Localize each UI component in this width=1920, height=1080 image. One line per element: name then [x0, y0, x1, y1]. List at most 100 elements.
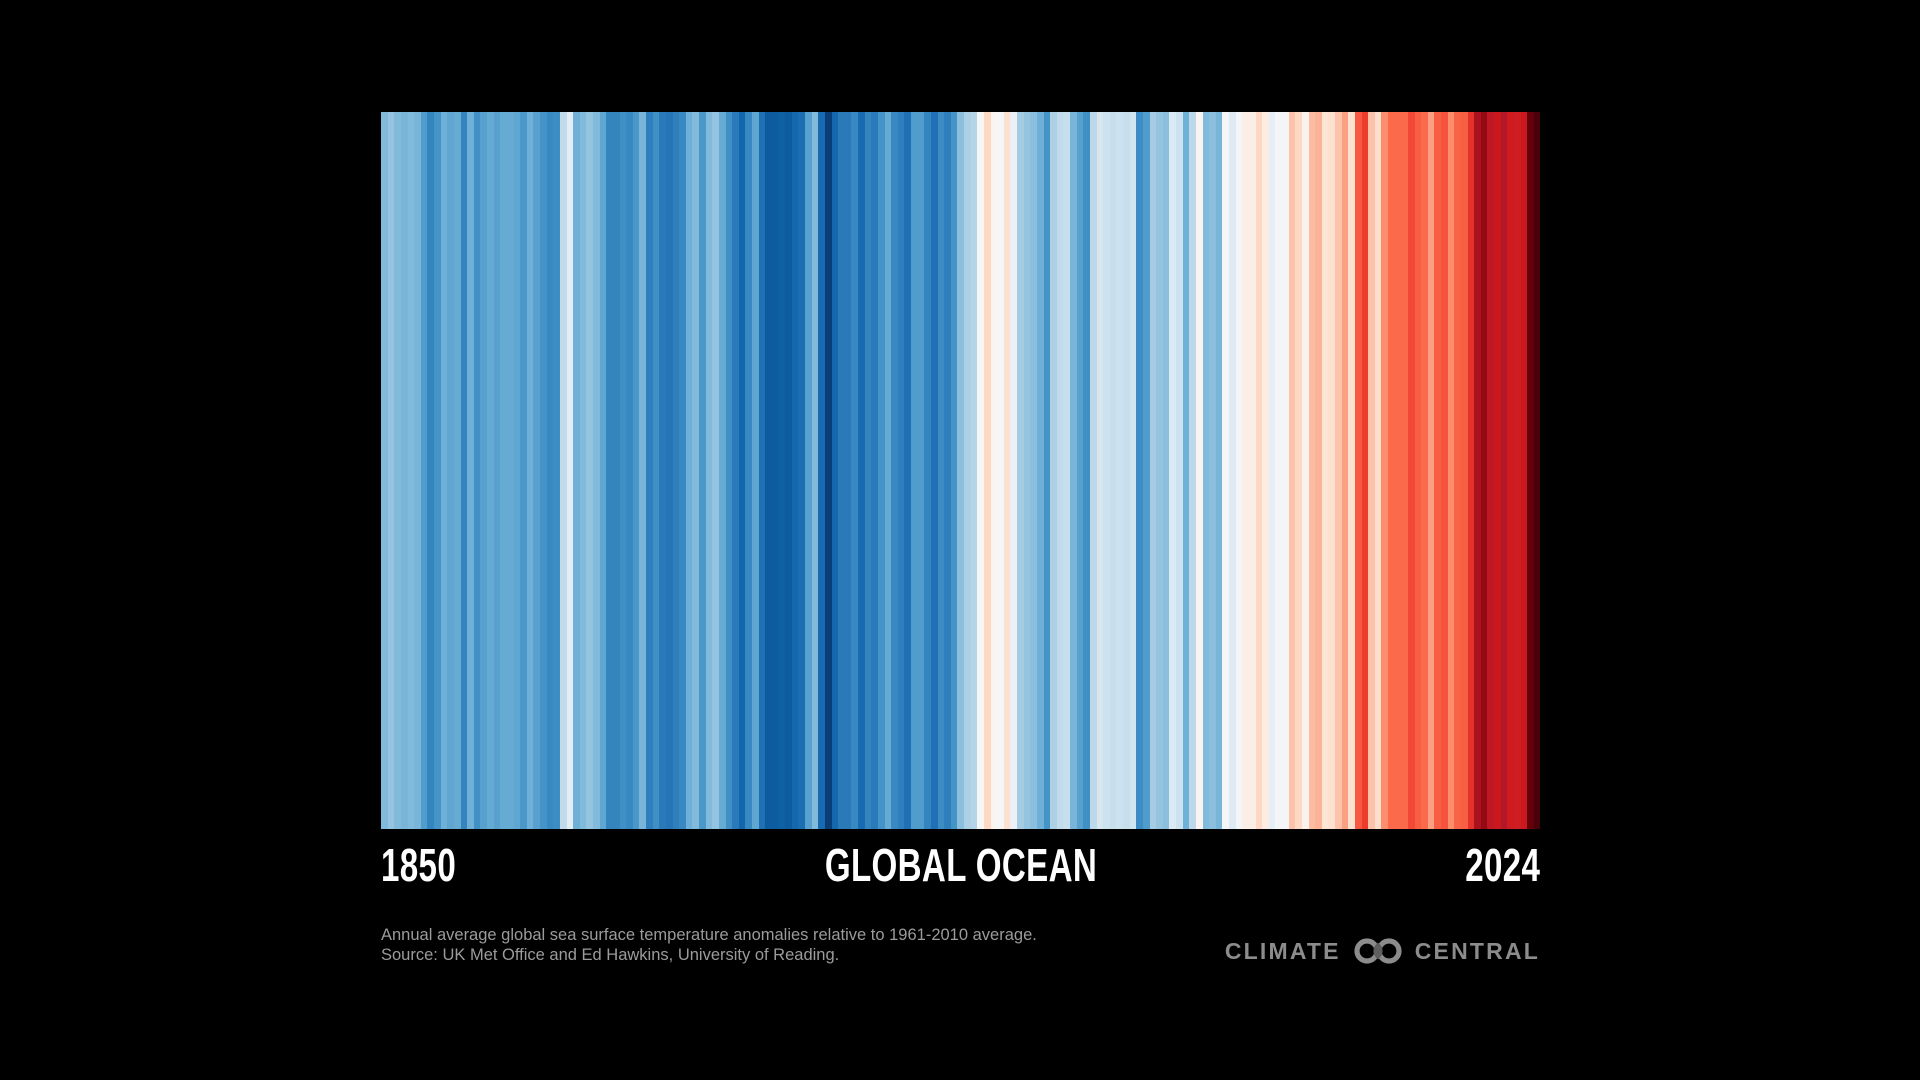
stripe-year-1897: [692, 112, 699, 829]
stripe-year-1993: [1328, 112, 1335, 829]
stripe-year-1859: [440, 112, 448, 829]
stripe-year-2020: [1507, 112, 1514, 829]
stripe-year-1882: [593, 112, 600, 829]
stripe-year-1853: [400, 112, 408, 829]
stripe-year-1913: [798, 112, 805, 829]
stripe-year-1925: [877, 112, 885, 829]
stripe-year-2012: [1454, 112, 1461, 829]
stripe-year-1905: [745, 112, 752, 829]
stripe-year-1923: [864, 112, 872, 829]
stripe-year-1892: [659, 112, 666, 829]
stripe-year-1984: [1268, 112, 1276, 829]
end-year-label: 2024: [1464, 839, 1540, 891]
stripe-year-1979: [1235, 112, 1243, 829]
stripe-year-2011: [1447, 112, 1455, 829]
stripe-year-1908: [765, 112, 772, 829]
stripe-year-1978: [1229, 112, 1236, 829]
stripe-year-1958: [1096, 112, 1104, 829]
stripe-year-1946: [1017, 112, 1024, 829]
stripe-year-1864: [473, 112, 481, 829]
caption-line-1: Annual average global sea surface temper…: [381, 926, 1037, 944]
stripe-year-1994: [1335, 112, 1342, 829]
stripe-year-2014: [1467, 112, 1475, 829]
stripe-year-1963: [1129, 112, 1137, 829]
stripe-year-1894: [672, 112, 680, 829]
stripe-year-1945: [1010, 112, 1017, 829]
stripe-year-1917: [824, 112, 832, 829]
stripe-year-2008: [1427, 112, 1435, 829]
stripe-year-1876: [553, 112, 560, 829]
stripe-year-1857: [427, 112, 434, 829]
stripe-year-2017: [1487, 112, 1494, 829]
stripe-year-1856: [420, 112, 428, 829]
stripe-year-1881: [586, 112, 593, 829]
stripe-year-2023: [1527, 112, 1534, 829]
stripe-year-1911: [785, 112, 792, 829]
stripe-year-1889: [639, 112, 646, 829]
stripe-year-1929: [904, 112, 911, 829]
stripe-year-2007: [1421, 112, 1428, 829]
stripe-year-1873: [533, 112, 540, 829]
stripe-year-1885: [612, 112, 620, 829]
caption-block: Annual average global sea surface temper…: [381, 925, 1037, 965]
poster-footer: Annual average global sea surface temper…: [381, 925, 1540, 985]
stripe-year-1935: [944, 112, 951, 829]
stripe-year-1969: [1169, 112, 1176, 829]
stripe-year-1992: [1321, 112, 1329, 829]
stripe-year-2018: [1494, 112, 1501, 829]
stripe-year-1916: [818, 112, 825, 829]
stripe-year-1941: [983, 112, 991, 829]
interlocking-circles-logo-icon: [1352, 938, 1404, 964]
stripe-year-2013: [1460, 112, 1468, 829]
stripe-year-1868: [500, 112, 507, 829]
stripe-year-1986: [1282, 112, 1289, 829]
stripe-year-1987: [1288, 112, 1296, 829]
stripe-year-1877: [559, 112, 567, 829]
stripe-year-1989: [1301, 112, 1309, 829]
stripe-year-1920: [844, 112, 852, 829]
stripe-year-1995: [1341, 112, 1349, 829]
stripe-year-2019: [1500, 112, 1508, 829]
stripe-year-2004: [1401, 112, 1408, 829]
stripe-year-1850: [381, 112, 388, 829]
stripe-year-1901: [718, 112, 726, 829]
brand-word-right: CENTRAL: [1414, 937, 1540, 964]
stripe-year-2003: [1394, 112, 1402, 829]
stripe-year-1862: [460, 112, 468, 829]
stripe-year-1966: [1149, 112, 1157, 829]
stripe-year-1915: [811, 112, 819, 829]
stripe-year-1888: [632, 112, 640, 829]
stripe-year-1927: [891, 112, 898, 829]
stripe-year-1926: [884, 112, 892, 829]
stripe-year-1974: [1202, 112, 1210, 829]
stripe-year-1928: [897, 112, 905, 829]
stripe-year-1942: [990, 112, 998, 829]
stripe-year-2024: [1533, 112, 1540, 829]
stripe-year-1883: [599, 112, 607, 829]
stripe-year-2001: [1381, 112, 1388, 829]
stripe-year-1956: [1083, 112, 1090, 829]
stripe-year-1954: [1070, 112, 1077, 829]
stripe-year-1896: [685, 112, 693, 829]
stripe-year-1961: [1116, 112, 1123, 829]
stripe-year-1893: [665, 112, 673, 829]
stripe-year-1912: [791, 112, 799, 829]
stripe-year-1918: [831, 112, 839, 829]
stripe-year-1865: [480, 112, 487, 829]
stripe-year-1982: [1255, 112, 1263, 829]
stripe-year-1872: [526, 112, 534, 829]
stripe-year-2022: [1520, 112, 1528, 829]
stripe-year-1980: [1242, 112, 1249, 829]
stripe-year-1985: [1275, 112, 1282, 829]
stripe-year-1886: [619, 112, 627, 829]
stripe-year-1899: [705, 112, 713, 829]
stripe-year-1971: [1182, 112, 1190, 829]
stripe-year-1887: [626, 112, 633, 829]
stripe-year-1867: [493, 112, 501, 829]
stripe-year-1858: [434, 112, 441, 829]
stripe-year-1976: [1215, 112, 1223, 829]
stripe-year-1851: [387, 112, 395, 829]
stripe-year-2005: [1407, 112, 1415, 829]
stripe-year-2010: [1441, 112, 1448, 829]
